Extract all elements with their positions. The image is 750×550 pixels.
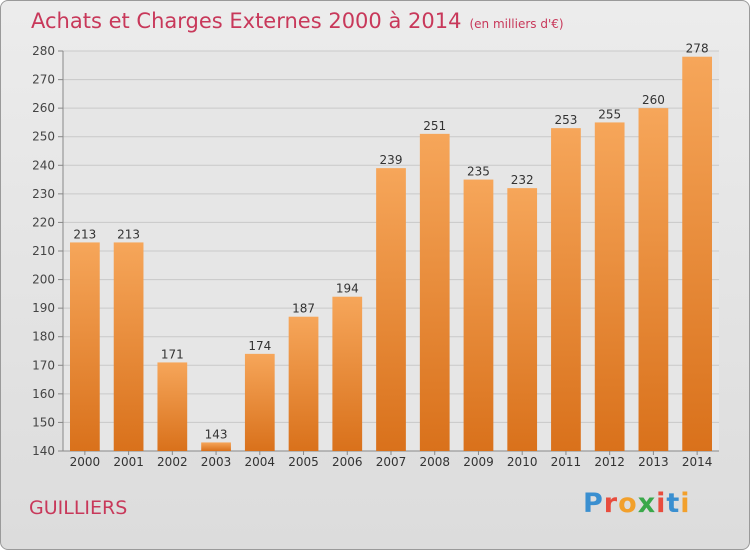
y-tick-label: 200 xyxy=(32,273,55,287)
bar-value-label: 171 xyxy=(161,347,184,361)
bar xyxy=(113,242,144,451)
y-tick-label: 240 xyxy=(32,158,55,172)
bar xyxy=(551,128,581,451)
y-tick-label: 210 xyxy=(32,244,55,258)
commune-name: GUILLIERS xyxy=(29,497,128,519)
y-tick-label: 140 xyxy=(32,444,55,458)
x-tick-label: 2001 xyxy=(113,455,144,469)
x-tick-label: 2008 xyxy=(419,455,450,469)
logo-letter: o xyxy=(618,488,638,519)
y-tick-label: 280 xyxy=(32,44,55,58)
bar xyxy=(244,353,275,451)
logo-letter: i xyxy=(656,488,667,519)
y-tick-label: 190 xyxy=(32,301,55,315)
x-tick-label: 2002 xyxy=(157,455,188,469)
bar-value-label: 278 xyxy=(686,42,709,56)
bar-value-label: 213 xyxy=(117,227,140,241)
x-tick-label: 2009 xyxy=(463,455,494,469)
bar xyxy=(682,56,713,451)
bar-value-label: 194 xyxy=(336,282,359,296)
y-tick-label: 220 xyxy=(32,215,55,229)
y-tick-label: 270 xyxy=(32,73,55,87)
x-tick-label: 2005 xyxy=(288,455,319,469)
bar-value-label: 235 xyxy=(467,165,490,179)
bar-value-label: 213 xyxy=(73,227,96,241)
bar-value-label: 143 xyxy=(205,427,228,441)
bar-value-label: 260 xyxy=(642,93,665,107)
chart-subtitle: (en milliers d'€) xyxy=(469,17,564,31)
bar-layer xyxy=(69,56,713,452)
bar xyxy=(69,242,100,451)
bar xyxy=(332,296,363,451)
bar-value-label: 174 xyxy=(248,339,271,353)
bar xyxy=(157,362,188,451)
bar xyxy=(419,133,450,451)
x-tick-label: 2011 xyxy=(551,455,582,469)
bar-value-label: 187 xyxy=(292,302,315,316)
x-tick-label: 2000 xyxy=(70,455,101,469)
bar xyxy=(507,188,538,451)
logo-letter: r xyxy=(603,488,619,519)
y-tick-label: 250 xyxy=(32,130,55,144)
x-tick-label: 2013 xyxy=(638,455,669,469)
x-tick-label: 2010 xyxy=(507,455,538,469)
bar-value-label: 232 xyxy=(511,173,534,187)
y-tick-label: 180 xyxy=(32,330,55,344)
bar xyxy=(594,122,625,451)
x-tick-label: 2006 xyxy=(332,455,363,469)
bar xyxy=(463,179,494,452)
bar-value-label: 251 xyxy=(423,119,446,133)
bar xyxy=(376,168,406,451)
bar-value-label: 255 xyxy=(598,107,621,121)
label-layer: 140 150 160 170 180 190 200 210 220 230 240 250 260 2… xyxy=(32,42,712,469)
proxiti-logo: Proxiti xyxy=(583,488,691,519)
x-tick-label: 2003 xyxy=(201,455,232,469)
y-tick-label: 260 xyxy=(32,101,55,115)
y-tick-label: 230 xyxy=(32,187,55,201)
y-tick-label: 160 xyxy=(32,387,55,401)
chart-title-text: Achats et Charges Externes 2000 à 2014 xyxy=(31,9,462,33)
x-tick-label: 2007 xyxy=(376,455,407,469)
x-tick-label: 2012 xyxy=(594,455,625,469)
y-tick-label: 170 xyxy=(32,358,55,372)
logo-letter: i xyxy=(680,488,691,519)
bar xyxy=(288,316,319,451)
bar-value-label: 253 xyxy=(554,113,577,127)
logo-letter: x xyxy=(637,488,657,519)
x-tick-label: 2014 xyxy=(682,455,713,469)
bar xyxy=(201,442,231,451)
logo-letter: P xyxy=(583,488,604,519)
y-tick-label: 150 xyxy=(32,415,55,429)
bar-value-label: 239 xyxy=(380,153,403,167)
logo-letter: t xyxy=(666,488,681,519)
chart-title: Achats et Charges Externes 2000 à 2014 (e… xyxy=(31,9,564,33)
bar xyxy=(638,108,669,452)
x-tick-label: 2004 xyxy=(245,455,276,469)
